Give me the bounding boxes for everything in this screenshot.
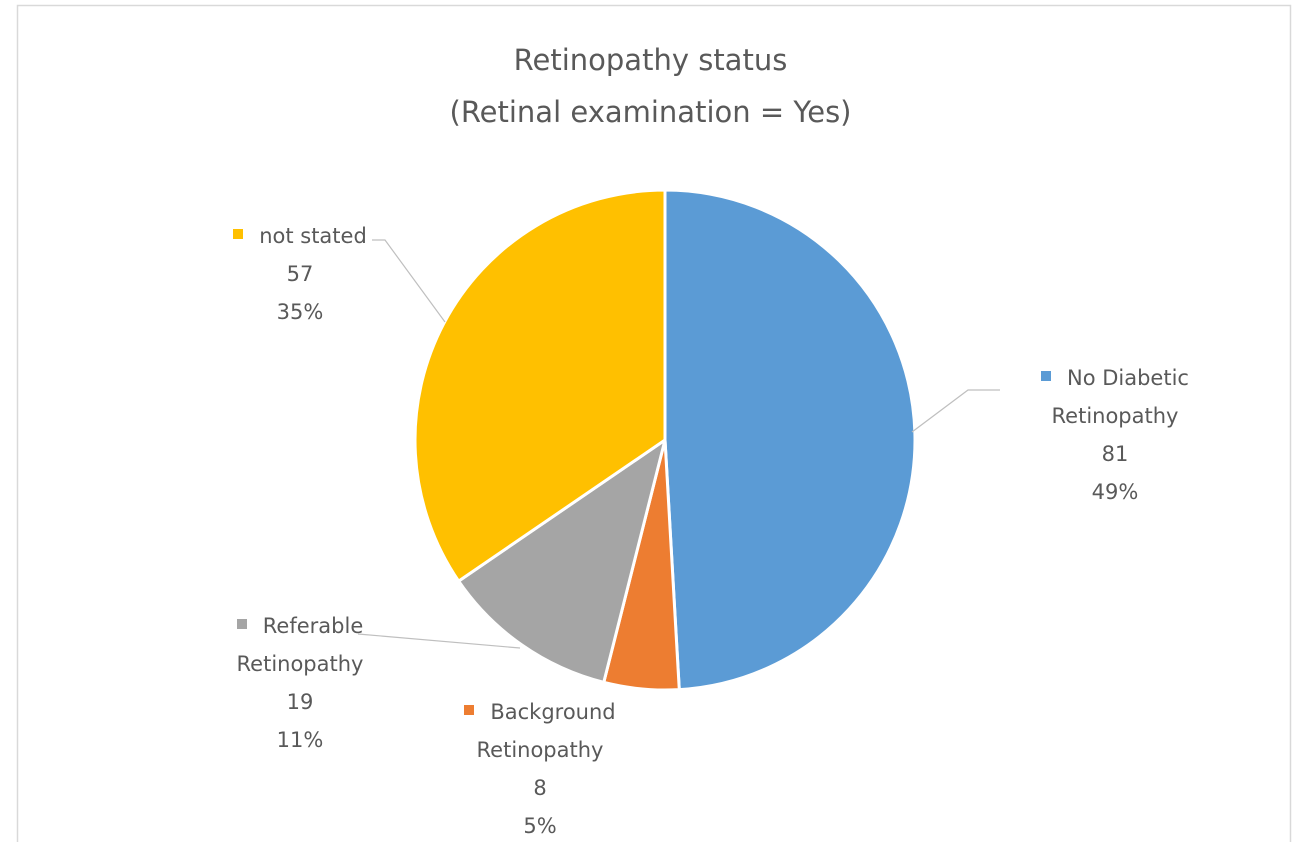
label-category: Background Retinopathy [420, 693, 660, 769]
chart-frame [16, 4, 1292, 842]
data-label: Referable Retinopathy 19 11% [180, 607, 420, 759]
label-percent: 11% [276, 728, 324, 752]
label-percent: 5% [523, 814, 557, 838]
label-category: not stated [190, 217, 410, 255]
label-category: Referable Retinopathy [180, 607, 420, 683]
data-label: not stated 57 35% [190, 217, 410, 331]
label-category: No Diabetic Retinopathy [1000, 359, 1230, 435]
label-value: 81 [1101, 442, 1129, 466]
leader-line [372, 239, 446, 323]
legend-marker [464, 705, 475, 715]
category-name: No Diabetic Retinopathy [1051, 366, 1189, 428]
pie [413, 188, 917, 692]
chart-title: Retinopathy status [513, 43, 788, 77]
chart-subtitle: (Retinal examination = Yes) [449, 95, 852, 129]
legend-marker [233, 229, 244, 239]
label-value: 8 [533, 776, 547, 800]
label-percent: 35% [276, 300, 324, 324]
label-value: 57 [286, 262, 314, 286]
data-label: Background Retinopathy 8 5% [420, 693, 660, 845]
legend-marker [1041, 371, 1051, 381]
pie-slice [663, 188, 917, 692]
legend-marker [236, 619, 247, 629]
category-name: Referable Retinopathy [236, 614, 364, 676]
label-value: 19 [286, 690, 314, 714]
pie-slice [413, 188, 667, 583]
category-name: Background Retinopathy [476, 700, 616, 762]
category-name: not stated [259, 224, 367, 248]
data-label: No Diabetic Retinopathy 81 49% [1000, 359, 1230, 511]
pie-slice [457, 438, 667, 684]
leader-line [911, 389, 1000, 433]
label-percent: 49% [1091, 480, 1139, 504]
leader-line [357, 633, 521, 649]
